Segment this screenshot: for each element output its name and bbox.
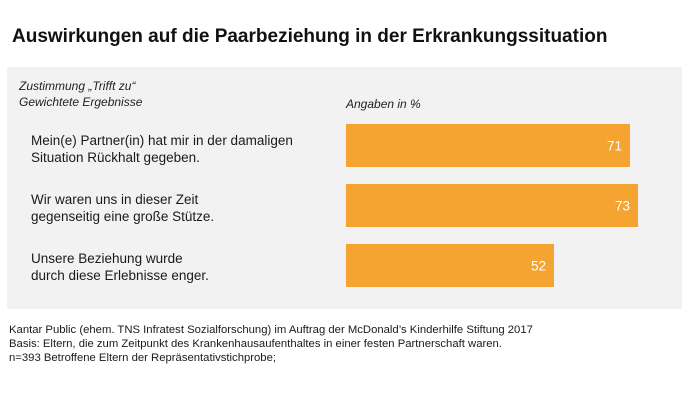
category-label-2-line-1: Wir waren uns in dieser Zeit — [31, 192, 199, 207]
bar-2 — [346, 184, 638, 227]
chart-subtitle-line-1: Zustimmung „Trifft zu“ — [19, 79, 136, 93]
source-line-1: Kantar Public (ehem. TNS Infratest Sozia… — [9, 324, 533, 336]
unit-label: Angaben in % — [346, 97, 421, 111]
category-label-3-line-1: Unsere Beziehung wurde — [31, 251, 183, 266]
category-label-3-line-2: durch diese Erlebnisse enger. — [31, 268, 209, 283]
bar-value-label-1: 71 — [607, 139, 622, 154]
category-label-1-line-1: Mein(e) Partner(in) hat mir in der damal… — [31, 133, 293, 148]
source-line-2: Basis: Eltern, die zum Zeitpunkt des Kra… — [9, 338, 502, 350]
bar-value-label-2: 73 — [615, 199, 630, 214]
category-label-1: Mein(e) Partner(in) hat mir in der damal… — [31, 132, 293, 166]
category-label-1-line-2: Situation Rückhalt gegeben. — [31, 150, 200, 165]
bar-1 — [346, 124, 630, 167]
category-label-3: Unsere Beziehung wurde durch diese Erleb… — [31, 250, 209, 284]
chart-subtitle-line-2: Gewichtete Ergebnisse — [19, 95, 143, 109]
source-note: Kantar Public (ehem. TNS Infratest Sozia… — [9, 323, 533, 365]
bar-value-label-3: 52 — [531, 259, 546, 274]
category-label-2-line-2: gegenseitig eine große Stütze. — [31, 209, 215, 224]
source-line-3: n=393 Betroffene Eltern der Repräsentati… — [9, 352, 277, 364]
chart-title: Auswirkungen auf die Paarbeziehung in de… — [12, 26, 608, 47]
category-label-2: Wir waren uns in dieser Zeit gegenseitig… — [31, 191, 214, 225]
bar-3 — [346, 244, 554, 287]
